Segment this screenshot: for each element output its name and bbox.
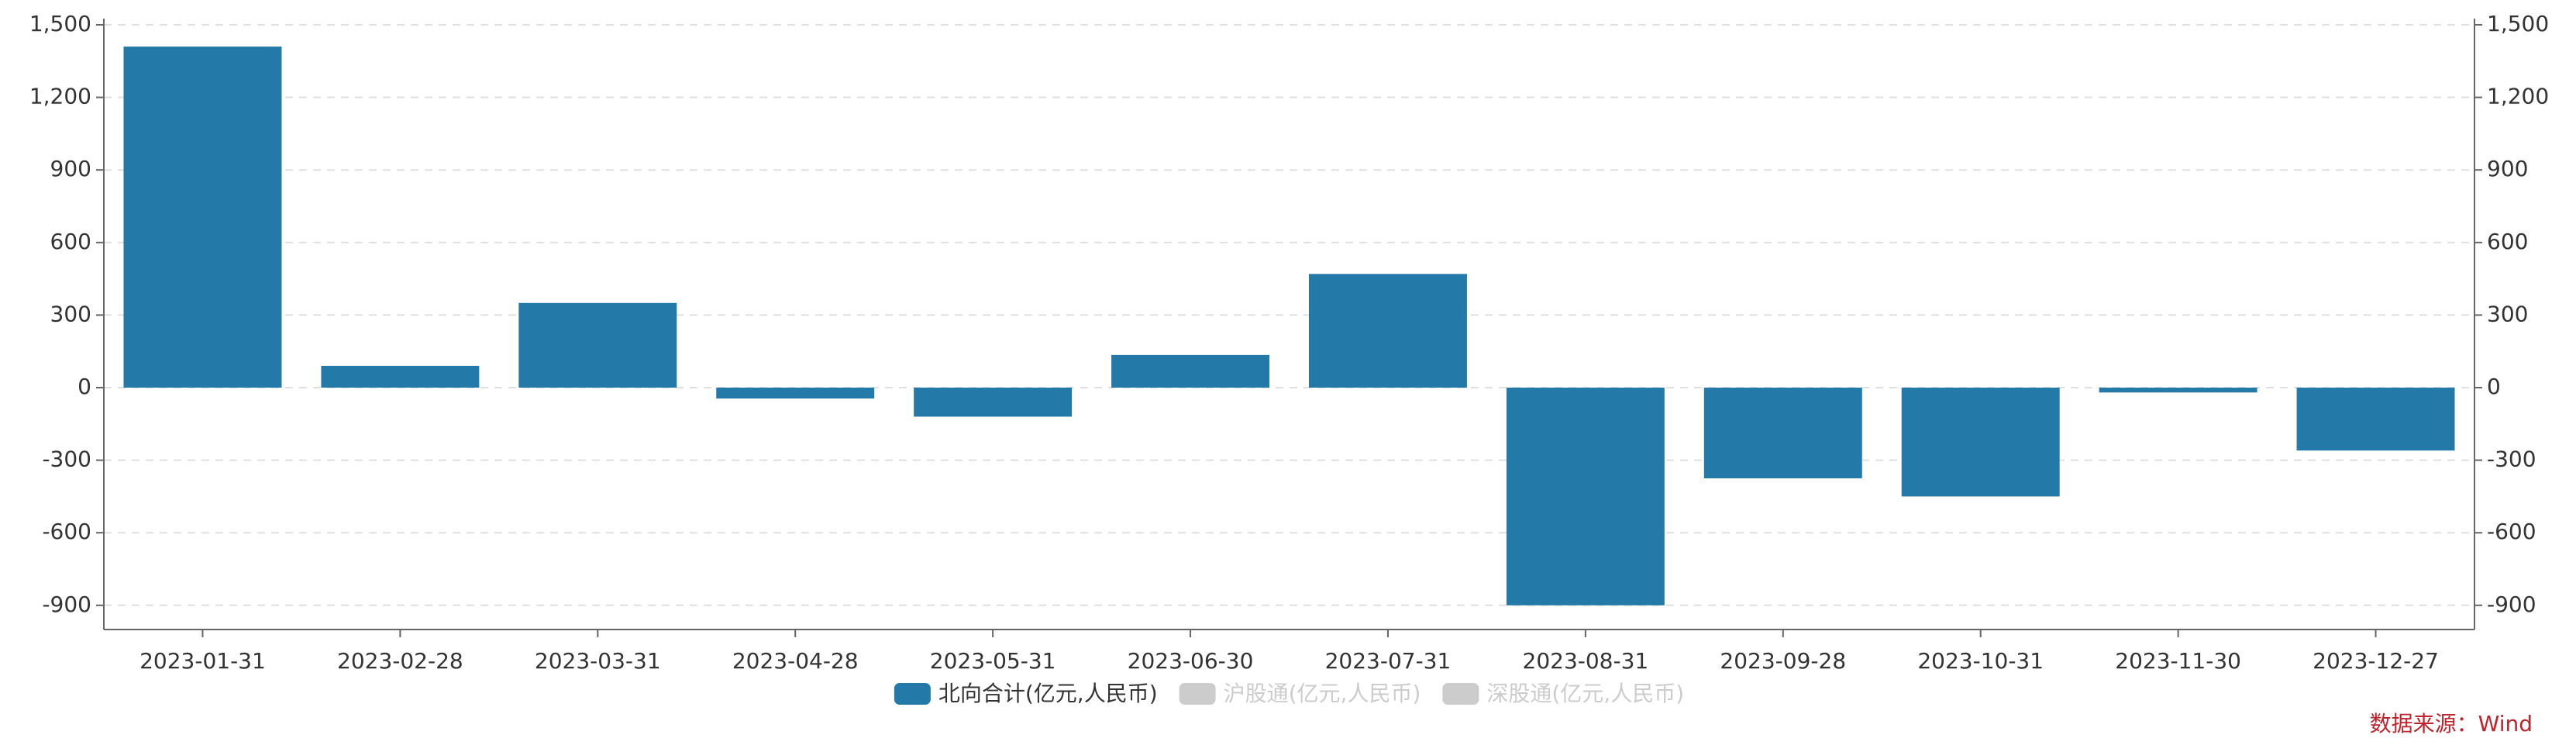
x-tick-label: 2023-11-30: [2115, 648, 2241, 674]
y-tick-label: 0: [77, 374, 91, 399]
bar: [1703, 388, 1862, 478]
legend-swatch: [1442, 683, 1479, 705]
bar: [518, 302, 677, 388]
bar: [1111, 354, 1270, 388]
legend-label: 沪股通(亿元,人民币): [1224, 681, 1421, 706]
bar: [123, 47, 282, 388]
bar: [914, 388, 1073, 417]
y-tick-label: 1,200: [29, 84, 91, 109]
legend-label: 北向合计(亿元,人民币): [938, 681, 1158, 706]
y2-tick-label: 300: [2487, 301, 2528, 326]
legend-swatch: [894, 683, 931, 705]
bar: [2296, 388, 2455, 451]
y-tick-label: -600: [42, 519, 91, 544]
x-tick-label: 2023-03-31: [535, 648, 661, 674]
source-note: 数据来源：Wind: [2370, 711, 2533, 736]
legend-item[interactable]: 北向合计(亿元,人民币): [894, 681, 1158, 706]
x-tick-label: 2023-05-31: [930, 648, 1056, 674]
x-tick-label: 2023-07-31: [1325, 648, 1452, 674]
x-tick-label: 2023-10-31: [1917, 648, 2044, 674]
bar: [1308, 274, 1467, 388]
legend-label: 深股通(亿元,人民币): [1486, 681, 1684, 706]
x-tick-label: 2023-08-31: [1523, 648, 1649, 674]
x-tick-label: 2023-01-31: [139, 648, 266, 674]
bar: [1901, 388, 2060, 497]
x-tick-label: 2023-09-28: [1720, 648, 1846, 674]
bar: [2099, 388, 2257, 393]
y2-tick-label: -300: [2487, 447, 2536, 472]
y-tick-label: 600: [50, 229, 91, 254]
x-tick-label: 2023-12-27: [2313, 648, 2439, 674]
y2-tick-label: 900: [2487, 156, 2528, 181]
bar: [1506, 388, 1665, 605]
y2-tick-label: -900: [2487, 592, 2536, 617]
y-tick-label: 1,500: [29, 11, 91, 36]
y-tick-label: 900: [50, 156, 91, 181]
y2-tick-label: 1,200: [2487, 84, 2549, 109]
y2-tick-label: -600: [2487, 519, 2536, 544]
y2-tick-label: 0: [2487, 374, 2501, 399]
bar: [321, 365, 480, 388]
legend-item[interactable]: 深股通(亿元,人民币): [1442, 681, 1684, 706]
legend-swatch: [1179, 683, 1216, 705]
bar: [716, 388, 875, 399]
x-tick-label: 2023-04-28: [732, 648, 859, 674]
y2-tick-label: 600: [2487, 229, 2528, 254]
y-tick-label: -900: [42, 592, 91, 617]
legend-item[interactable]: 沪股通(亿元,人民币): [1179, 681, 1421, 706]
y-tick-label: -300: [42, 447, 91, 472]
x-tick-label: 2023-06-30: [1128, 648, 1254, 674]
y2-tick-label: 1,500: [2487, 11, 2549, 36]
x-tick-label: 2023-02-28: [337, 648, 463, 674]
y-tick-label: 300: [50, 301, 91, 326]
